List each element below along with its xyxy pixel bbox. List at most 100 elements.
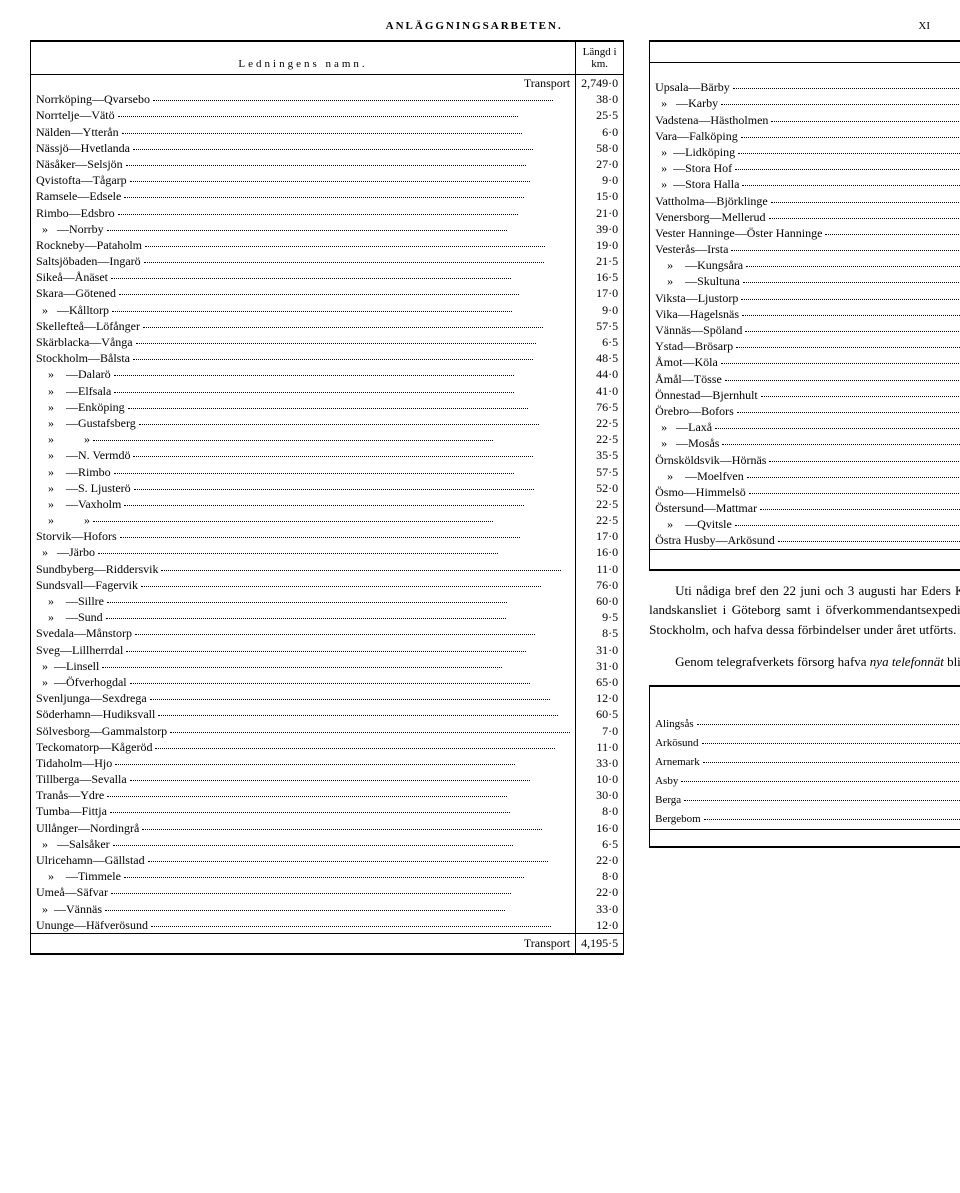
- row-name: Alingsås: [650, 715, 960, 734]
- row-name: » »: [31, 512, 576, 528]
- row-name: Tidaholm—Hjo: [31, 755, 576, 771]
- apparatus-table: Antal apparater. Antal apparater. Alings…: [649, 685, 960, 848]
- row-value: 11·0: [576, 561, 624, 577]
- paragraph-1: Uti nådiga bref den 22 juni och 3 august…: [649, 581, 960, 640]
- table-row: Östersund—Mattmar57·0: [650, 500, 960, 516]
- row-value: 33·0: [576, 901, 624, 917]
- row-name: » —Norrby: [31, 221, 576, 237]
- table-row: Qvistofta—Tågarp9·0: [31, 172, 624, 188]
- row-value: 57·5: [576, 464, 624, 480]
- row-name: » —Qvitsle: [650, 516, 960, 532]
- table-row: Skellefteå—Löfånger57·5: [31, 318, 624, 334]
- table-row: Önnestad—Bjernhult4·0: [650, 387, 960, 403]
- paragraph-2: Genom telegrafverkets försorg hafva nya …: [649, 652, 960, 672]
- table-row: » —Stora Halla12·0: [650, 176, 960, 192]
- row-value: 60·0: [576, 593, 624, 609]
- row-value: 12·0: [576, 917, 624, 934]
- row-name: » —Salsåker: [31, 836, 576, 852]
- table-row: Arnemark1Bergsjö45: [650, 753, 960, 772]
- row-name: Åmot—Köla: [650, 354, 960, 370]
- row-name: » —Vännäs: [31, 901, 576, 917]
- row-name: Vesterås—Irsta: [650, 241, 960, 257]
- table-row: Vännäs—Spöland5·0: [650, 322, 960, 338]
- table-row: » —Öfverhogdal65·0: [31, 674, 624, 690]
- table-row: » —Laxå54·5: [650, 419, 960, 435]
- row-value: 44·0: [576, 366, 624, 382]
- row-name: Tillberga—Sevalla: [31, 771, 576, 787]
- table-row: » —Mosås11·5: [650, 435, 960, 451]
- table-row: Arkösund5Bergqvara17: [650, 734, 960, 753]
- row-name: Tranås—Ydre: [31, 787, 576, 803]
- table-row: Svedala—Månstorp8·5: [31, 625, 624, 641]
- row-value: 10·0: [576, 771, 624, 787]
- row-name: Bergebom: [650, 810, 960, 829]
- table-row: Ystad—Brösarp43·0: [650, 338, 960, 354]
- table-row: Skärblacka—Vånga6·5: [31, 334, 624, 350]
- row-name: Vester Hanninge—Öster Hanninge: [650, 225, 960, 241]
- row-name: Önnestad—Bjernhult: [650, 387, 960, 403]
- table-row: Stockholm—Bålsta48·5: [31, 350, 624, 366]
- row-value: 22·5: [576, 415, 624, 431]
- row-name: Ösmo—Himmelsö: [650, 484, 960, 500]
- table-row: Söderhamn—Hudiksvall60·5: [31, 706, 624, 722]
- row-name: Sölvesborg—Gammalstorp: [31, 723, 576, 739]
- table-row: Storvik—Hofors17·0: [31, 528, 624, 544]
- col-head-val: Längd i km.: [576, 41, 624, 75]
- row-name: Vattholma—Björklinge: [650, 193, 960, 209]
- right-table: Ledningens namn. Längd i km. Transport 4…: [649, 40, 960, 571]
- table-row: » —Skultuna14·0: [650, 273, 960, 289]
- row-name: » —Karby: [650, 95, 960, 111]
- row-name: Östersund—Mattmar: [650, 500, 960, 516]
- table-row: » —Salsåker6·5: [31, 836, 624, 852]
- row-name: Skara—Götened: [31, 285, 576, 301]
- row-value: 6·5: [576, 836, 624, 852]
- col-head-name: Ledningens namn.: [31, 41, 576, 75]
- row-name: » —Rimbo: [31, 464, 576, 480]
- row-name: » —Sund: [31, 609, 576, 625]
- row-value: 22·5: [576, 496, 624, 512]
- row-value: 15·0: [576, 188, 624, 204]
- table-row: » —Linsell31·0: [31, 658, 624, 674]
- row-name: Svenljunga—Sexdrega: [31, 690, 576, 706]
- row-value: 31·0: [576, 642, 624, 658]
- row-value: 38·0: [576, 91, 624, 107]
- page-number: XI: [918, 20, 930, 32]
- row-name: Ramsele—Edsele: [31, 188, 576, 204]
- table-row: Ramsele—Edsele15·0: [31, 188, 624, 204]
- row-name: » —Öfverhogdal: [31, 674, 576, 690]
- row-name: Upsala—Bärby: [650, 79, 960, 95]
- row-name: Nälden—Ytterån: [31, 124, 576, 140]
- row-name: Umeå—Säfvar: [31, 884, 576, 900]
- row-value: 65·0: [576, 674, 624, 690]
- table-row: Näsåker—Selsjön27·0: [31, 156, 624, 172]
- table-row: Nässjö—Hvetlanda58·0: [31, 140, 624, 156]
- row-name: Östra Husby—Arkösund: [650, 532, 960, 549]
- table-row: » —Moelfven18·0: [650, 468, 960, 484]
- transport-bottom-val: 4,195·5: [576, 933, 624, 954]
- row-value: 19·0: [576, 237, 624, 253]
- row-name: Rockneby—Pataholm: [31, 237, 576, 253]
- table-row: » —S. Ljusterö52·0: [31, 480, 624, 496]
- row-name: Ystad—Brösarp: [650, 338, 960, 354]
- table-row: Umeå—Säfvar22·0: [31, 884, 624, 900]
- row-value: 6·0: [576, 124, 624, 140]
- table-row: » —N. Vermdö35·5: [31, 447, 624, 463]
- table-row: » —Elfsala41·0: [31, 383, 624, 399]
- table-row: Sundbyberg—Riddersvik11·0: [31, 561, 624, 577]
- table-row: Upsala—Bärby11·0: [650, 79, 960, 95]
- table-row: » —Enköping76·5: [31, 399, 624, 415]
- row-value: 8·0: [576, 803, 624, 819]
- table-row: Örebro—Bofors50·0: [650, 403, 960, 419]
- row-name: Skärblacka—Vånga: [31, 334, 576, 350]
- row-value: 25·5: [576, 107, 624, 123]
- row-name: » —Enköping: [31, 399, 576, 415]
- summa-label: Summa: [650, 549, 960, 570]
- row-value: 21·5: [576, 253, 624, 269]
- row-name: Sundbyberg—Riddersvik: [31, 561, 576, 577]
- table-row: Bergebom4Björklinge13: [650, 810, 960, 829]
- row-name: Venersborg—Mellerud: [650, 209, 960, 225]
- table-row: Svenljunga—Sexdrega12·0: [31, 690, 624, 706]
- row-value: 48·5: [576, 350, 624, 366]
- row-name: » —Skultuna: [650, 273, 960, 289]
- row-name: » —Moelfven: [650, 468, 960, 484]
